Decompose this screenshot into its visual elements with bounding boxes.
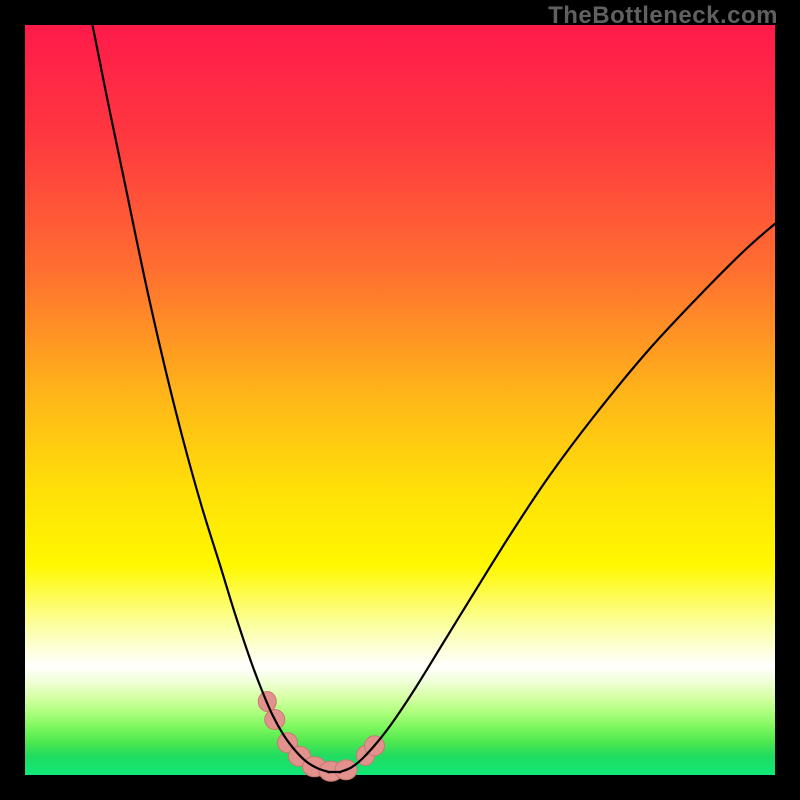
- chart-plot-area: [25, 25, 775, 775]
- bottleneck-chart: [0, 0, 800, 800]
- watermark-text: TheBottleneck.com: [548, 2, 778, 30]
